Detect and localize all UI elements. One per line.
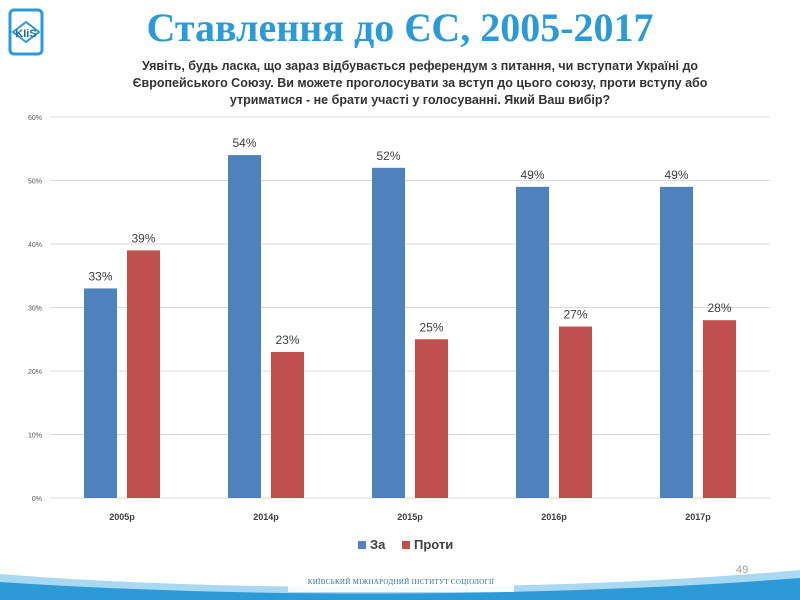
data-label: 49% [664, 168, 688, 182]
footer-wave [0, 570, 800, 600]
data-label: 33% [88, 269, 112, 283]
x-tick-label: 2014р [253, 512, 279, 522]
question-line: утриматися - не брати участі у голосуван… [229, 93, 611, 107]
x-tick-label: 2005р [109, 512, 135, 522]
data-label: 27% [563, 308, 587, 322]
data-label: 28% [707, 301, 731, 315]
bar-proty [415, 339, 448, 498]
y-tick-label: 30% [28, 306, 42, 313]
x-tick-label: 2015р [397, 512, 423, 522]
bar-za [84, 288, 117, 498]
legend-swatch [402, 541, 410, 549]
y-tick-label: 60% [28, 115, 42, 122]
bar-za [228, 155, 261, 498]
y-tick-label: 10% [28, 433, 42, 440]
page-title: Ставлення до ЄС, 2005-2017 [146, 5, 654, 50]
footer-organization: Київський міжнародний інститут соціологі… [307, 578, 495, 586]
legend-label: За [370, 537, 386, 552]
data-label: 52% [376, 149, 400, 163]
y-tick-label: 20% [28, 369, 42, 376]
bar-za [516, 186, 549, 498]
bar-za [660, 186, 693, 498]
bar-proty [271, 351, 304, 498]
bar-proty [703, 320, 736, 498]
bar-chart: 0% 10% 20% 30% 40% 50% 60% 33% 39% 2005р 54% 23% 201… [28, 115, 770, 552]
data-label: 23% [275, 333, 299, 347]
page-number: 49 [736, 564, 749, 576]
logo-text: KIiS [15, 28, 36, 40]
data-label: 39% [131, 231, 155, 245]
question-line: Європейського Союзу. Ви можете проголосу… [132, 76, 708, 90]
x-tick-label: 2016р [541, 512, 567, 522]
legend-label: Проти [414, 537, 453, 552]
data-label: 49% [520, 168, 544, 182]
y-tick-label: 40% [28, 242, 42, 249]
data-label: 25% [419, 320, 443, 334]
legend-swatch [358, 541, 366, 549]
question-line: Уявіть, будь ласка, що зараз відбуваєтьс… [141, 59, 699, 73]
y-tick-label: 50% [28, 179, 42, 186]
survey-question: Уявіть, будь ласка, що зараз відбуваєтьс… [100, 58, 740, 109]
data-label: 54% [232, 136, 256, 150]
y-tick-label: 0% [32, 496, 42, 503]
bar-za [372, 167, 405, 499]
x-tick-label: 2017р [685, 512, 711, 522]
bar-proty [559, 326, 592, 498]
kiis-logo: KIiS [8, 8, 44, 56]
bar-proty [127, 250, 160, 498]
